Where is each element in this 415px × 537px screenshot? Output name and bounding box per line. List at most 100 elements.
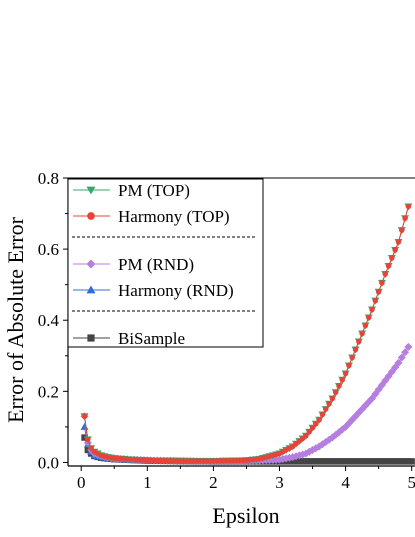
data-point xyxy=(355,458,363,465)
data-point xyxy=(394,358,403,367)
axis-layer: 0 1 2 3 4 5 0.0 0.2 0.4 0.6 0.8 xyxy=(38,169,415,492)
data-point xyxy=(389,255,395,261)
data-point xyxy=(323,406,329,412)
data-point xyxy=(401,348,410,357)
data-point xyxy=(395,458,402,465)
data-point xyxy=(306,458,313,465)
data-point xyxy=(326,401,332,407)
data-point xyxy=(332,389,339,395)
data-point xyxy=(316,417,322,423)
data-point xyxy=(336,383,342,389)
legend-item-pm-top: PM (TOP) xyxy=(73,181,190,200)
data-point xyxy=(369,306,375,313)
x-tick-label: 0 xyxy=(77,473,86,492)
legend-item-harmony-rnd: Harmony (RND) xyxy=(73,281,234,300)
data-point xyxy=(405,458,412,465)
data-point xyxy=(397,353,406,362)
data-point xyxy=(292,458,300,465)
data-point xyxy=(362,322,369,329)
data-point xyxy=(322,458,329,465)
y-tick-label: 0.6 xyxy=(38,240,59,259)
data-point xyxy=(392,247,398,253)
data-point xyxy=(319,458,326,465)
data-point xyxy=(391,458,399,465)
data-point xyxy=(385,263,392,269)
data-point xyxy=(296,458,303,465)
data-point xyxy=(289,458,296,465)
data-point xyxy=(388,458,396,465)
data-point xyxy=(365,458,372,465)
data-point xyxy=(375,458,382,465)
y-tick-label: 0.4 xyxy=(38,311,60,330)
data-point xyxy=(342,370,349,377)
legend-marker xyxy=(87,212,95,220)
data-point xyxy=(345,458,353,465)
data-point xyxy=(335,458,343,465)
data-point xyxy=(362,458,369,465)
data-point xyxy=(402,215,408,222)
data-point xyxy=(385,458,392,465)
data-point xyxy=(358,458,366,465)
legend-marker xyxy=(87,334,95,342)
data-point xyxy=(80,422,89,430)
data-point xyxy=(339,458,346,465)
data-point xyxy=(352,346,359,353)
data-point xyxy=(359,330,365,337)
x-tick-label: 2 xyxy=(209,473,218,492)
data-point xyxy=(372,458,379,465)
data-point xyxy=(375,289,382,295)
legend-marker xyxy=(86,186,96,195)
legend: PM (TOP) Harmony (TOP) PM (RND) Harmony (RN… xyxy=(67,178,264,348)
data-point xyxy=(346,362,352,369)
data-point xyxy=(378,458,386,465)
legend-item-pm-rnd: PM (RND) xyxy=(73,255,194,274)
legend-box xyxy=(67,178,264,348)
data-point xyxy=(352,458,359,465)
legend-marker xyxy=(86,259,96,269)
data-point xyxy=(302,458,310,465)
series-harmony-top xyxy=(81,203,412,464)
series-pm-rnd xyxy=(80,342,413,466)
data-point xyxy=(88,445,94,451)
data-point xyxy=(395,239,402,245)
data-point xyxy=(85,436,91,443)
y-tick-label: 0.0 xyxy=(38,453,59,472)
data-point xyxy=(366,314,372,321)
data-point xyxy=(382,271,388,277)
legend-label: BiSample xyxy=(118,329,185,348)
data-point xyxy=(368,458,376,465)
legend-label: PM (RND) xyxy=(118,255,194,274)
x-tick-label: 4 xyxy=(341,473,350,492)
legend-label: Harmony (TOP) xyxy=(118,207,230,226)
data-point xyxy=(315,458,323,465)
x-tick-label: 3 xyxy=(275,473,284,492)
data-point xyxy=(309,458,316,465)
data-point xyxy=(319,411,326,418)
y-tick-label: 0.2 xyxy=(38,382,59,401)
data-point xyxy=(379,280,385,286)
data-point xyxy=(399,227,405,233)
y-axis-label: Error of Absolute Error xyxy=(3,216,28,423)
data-point xyxy=(339,377,346,383)
data-point xyxy=(342,458,349,465)
series-line xyxy=(84,346,409,462)
data-point xyxy=(332,458,339,465)
legend-item-bisample: BiSample xyxy=(73,329,185,348)
data-point xyxy=(325,458,333,465)
data-point xyxy=(398,458,405,465)
x-tick-label: 1 xyxy=(143,473,152,492)
data-point xyxy=(306,429,312,435)
data-point xyxy=(309,425,316,431)
x-tick-label: 5 xyxy=(407,473,415,492)
series-layer xyxy=(80,203,415,466)
data-point xyxy=(356,338,362,345)
data-point xyxy=(349,354,355,361)
data-point xyxy=(404,342,413,351)
x-axis-label: Epsilon xyxy=(212,503,279,528)
data-point xyxy=(349,458,356,465)
data-point xyxy=(401,458,409,465)
legend-marker xyxy=(86,285,96,294)
data-point xyxy=(408,458,415,465)
data-point xyxy=(329,395,336,402)
